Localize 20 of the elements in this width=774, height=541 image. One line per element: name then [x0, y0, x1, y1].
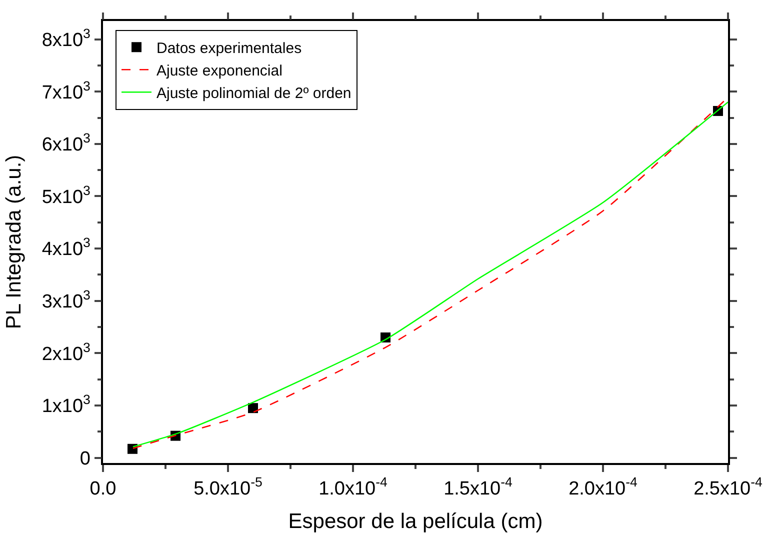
- x-tick-label: 1.0x10$^{-4}$: [318, 474, 388, 500]
- x-tick-label: 0.0: [90, 478, 116, 500]
- legend-label: Ajuste exponencial: [156, 62, 282, 80]
- x-tick-label: 2.0x10$^{-4}$: [568, 474, 638, 500]
- y-tick-label: 0: [80, 448, 90, 470]
- x-tick-label: 1.5x10$^{-4}$: [444, 474, 512, 500]
- y-tick-label: 1x10$^{3}$: [42, 392, 90, 418]
- x-tick-label: 5.0x10$^{-5}$: [194, 474, 262, 500]
- x-axis-title: Espesor de la película (cm): [288, 510, 543, 534]
- x-tick-label: 2.5x10$^{-4}$: [694, 474, 762, 500]
- legend-label: Datos experimentales: [156, 40, 302, 57]
- y-tick-label: 2x10$^{3}$: [42, 340, 90, 365]
- y-axis-title: PL Integrada (a.u.): [2, 154, 26, 330]
- y-tick-label: 4x10$^{3}$: [42, 235, 90, 260]
- y-tick-label: 8x10$^{3}$: [42, 26, 90, 51]
- y-tick-label: 5x10$^{3}$: [42, 182, 90, 208]
- y-tick-label: 7x10$^{3}$: [42, 78, 90, 104]
- y-tick-label: 6x10$^{3}$: [42, 130, 90, 156]
- legend-label: Ajuste polinomial de 2º orden: [156, 84, 352, 102]
- y-tick-label: 3x10$^{3}$: [42, 288, 90, 312]
